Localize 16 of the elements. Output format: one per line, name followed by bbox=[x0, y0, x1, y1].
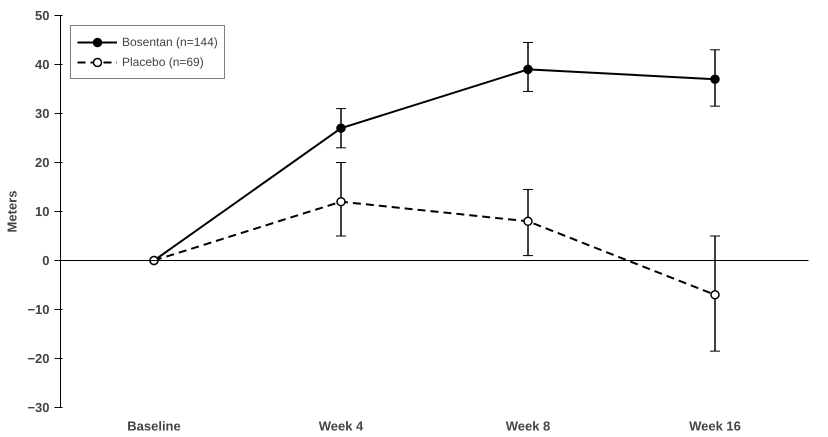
x-tick-label: Baseline bbox=[127, 418, 181, 434]
y-tick-label: 40 bbox=[35, 57, 50, 72]
legend-label: Bosentan (n=144) bbox=[122, 35, 218, 49]
x-tick-label: Week 4 bbox=[318, 418, 364, 434]
y-axis-title: Meters bbox=[4, 190, 20, 232]
y-tick-label: 10 bbox=[35, 204, 50, 219]
x-tick-label: Week 8 bbox=[506, 418, 550, 434]
legend-label: Placebo (n=69) bbox=[122, 55, 204, 69]
y-tick-label: 50 bbox=[35, 8, 50, 23]
y-tick-label: 20 bbox=[35, 155, 50, 170]
y-tick-label: −30 bbox=[27, 400, 50, 415]
x-tick-label: Week 16 bbox=[689, 418, 741, 434]
y-tick-label: 0 bbox=[42, 253, 50, 268]
y-tick-label: −20 bbox=[27, 351, 50, 366]
y-tick-label: −10 bbox=[27, 302, 50, 317]
y-tick-label: 30 bbox=[35, 106, 50, 121]
